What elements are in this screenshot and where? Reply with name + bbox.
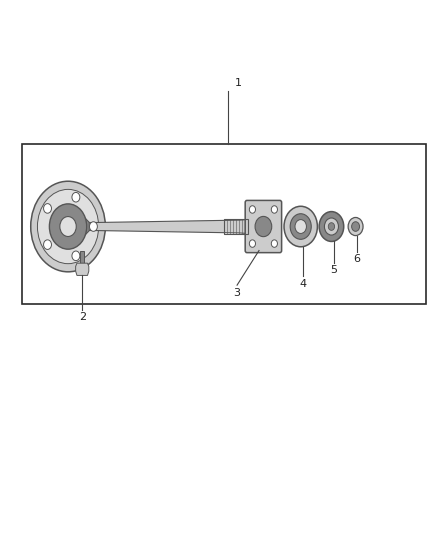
Polygon shape [75,263,88,276]
Bar [80,252,84,270]
Circle shape [43,204,51,213]
Circle shape [49,204,87,249]
Text: 3: 3 [233,288,240,298]
Circle shape [254,216,271,237]
Circle shape [318,212,343,241]
Text: 5: 5 [329,265,336,276]
Circle shape [37,189,99,264]
Circle shape [89,222,97,231]
Text: 1: 1 [234,78,241,88]
Circle shape [72,192,80,202]
Circle shape [31,181,105,272]
Text: 6: 6 [353,254,360,264]
Circle shape [347,217,362,236]
Circle shape [72,251,80,261]
Circle shape [283,206,317,247]
Text: 2: 2 [78,312,85,322]
Circle shape [43,240,51,249]
Circle shape [351,222,359,231]
Circle shape [60,216,76,237]
Circle shape [249,206,255,213]
FancyBboxPatch shape [244,200,281,253]
Circle shape [328,223,334,230]
Circle shape [271,206,277,213]
Bar [22,144,425,304]
Polygon shape [79,212,89,241]
Circle shape [290,214,311,239]
Polygon shape [85,220,247,233]
Circle shape [324,218,338,235]
Bar [223,219,247,234]
Circle shape [271,240,277,247]
Text: 4: 4 [299,279,306,289]
Circle shape [294,220,306,233]
Circle shape [249,240,255,247]
